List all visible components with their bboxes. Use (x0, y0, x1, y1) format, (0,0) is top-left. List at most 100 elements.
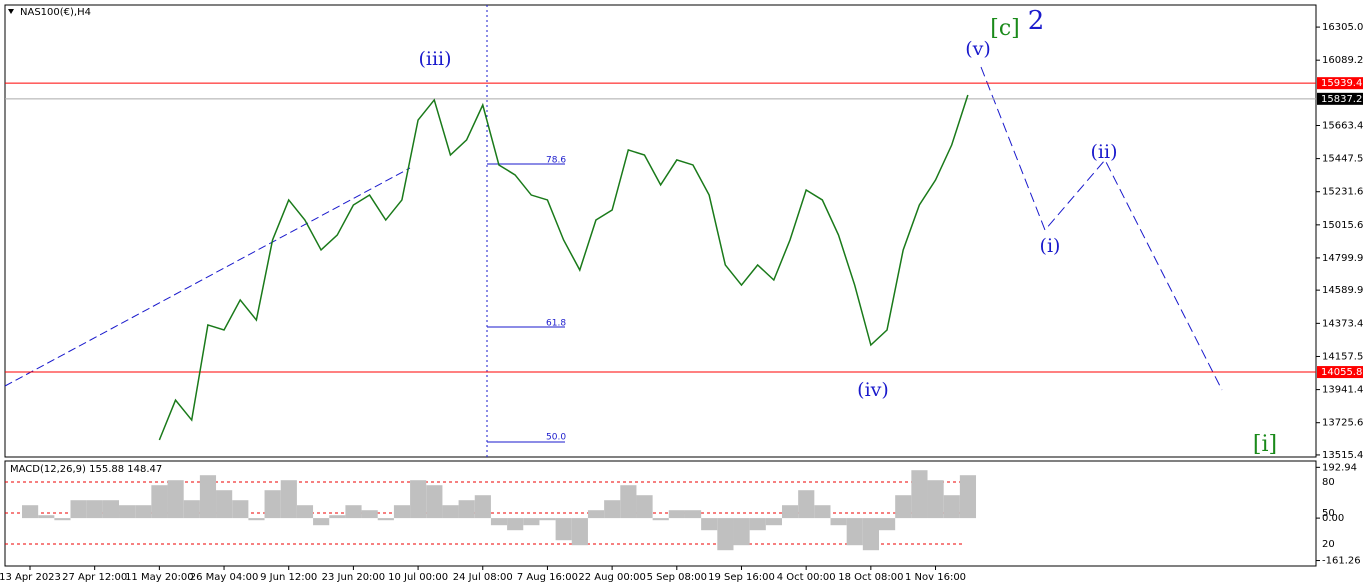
price-tag (1317, 366, 1363, 379)
macd-bar (781, 505, 799, 519)
wave-label: (i) (1040, 235, 1061, 257)
macd-bar (895, 495, 912, 519)
macd-bar (571, 518, 588, 546)
macd-bar (862, 518, 880, 551)
macd-bar (620, 485, 637, 519)
macd-bar (345, 505, 362, 519)
price-line-series (158, 94, 969, 441)
macd-bar (474, 495, 491, 519)
macd-bar (911, 470, 928, 519)
macd-bar (361, 510, 378, 519)
macd-bar (668, 510, 685, 519)
wave-label: 2 (1028, 6, 1045, 36)
macd-bar (70, 500, 87, 519)
macd-level-label: 20 (1322, 539, 1335, 550)
macd-tick-label: 0.00 (1322, 513, 1344, 524)
macd-bar (798, 490, 815, 519)
macd-bar (959, 475, 977, 519)
price-tag-label: 14055.8 (1321, 367, 1362, 378)
macd-bar (119, 505, 136, 519)
wave-label: [i] (1253, 432, 1277, 457)
macd-bar (684, 510, 702, 519)
x-tick-label: 9 Jun 12:00 (260, 572, 317, 583)
price-tag-label: 15837.2 (1321, 94, 1362, 105)
macd-bar (410, 480, 427, 519)
macd-bar (183, 500, 200, 519)
wave-label: (iv) (857, 379, 889, 401)
macd-bar (199, 475, 217, 519)
x-tick-label: 18 Oct 08:00 (838, 572, 903, 583)
x-tick-label: 13 Apr 2023 (0, 572, 61, 583)
price-panel (4, 4, 1317, 458)
macd-bar (539, 518, 556, 521)
y-tick-label: 15447.5 (1322, 154, 1363, 165)
x-tick-label: 22 Aug 00:00 (578, 572, 645, 583)
macd-bar (814, 505, 831, 519)
y-tick-label: 13941.4 (1322, 385, 1363, 396)
y-tick-label: 15231.6 (1322, 187, 1363, 198)
wave-label: (v) (965, 38, 991, 60)
macd-bar (879, 518, 896, 531)
chart-title: NAS100(€),H4 (20, 7, 91, 18)
y-tick-label: 14799.9 (1322, 253, 1363, 264)
macd-bar (296, 505, 314, 519)
trend-line (4, 167, 411, 387)
menu-arrow (8, 9, 14, 14)
macd-label: MACD(12,26,9) 155.88 148.47 (10, 464, 162, 475)
x-tick-label: 11 May 20:00 (125, 572, 194, 583)
macd-bar (523, 518, 540, 526)
macd-bar (38, 515, 55, 519)
macd-bar (846, 518, 863, 546)
wave-label: (iii) (418, 48, 451, 70)
x-tick-label: 23 Jun 20:00 (322, 572, 386, 583)
x-tick-label: 10 Jul 00:00 (388, 572, 448, 583)
macd-bar (442, 505, 459, 519)
macd-bar (393, 505, 411, 519)
macd-bar (490, 518, 508, 526)
macd-bar (927, 480, 944, 519)
macd-bar (604, 500, 621, 519)
macd-bar (426, 485, 443, 519)
wave-label: (ii) (1091, 141, 1118, 163)
macd-bar (151, 485, 168, 519)
macd-bar (830, 518, 847, 526)
x-tick-label: 7 Aug 16:00 (517, 572, 578, 583)
macd-bar (216, 490, 233, 519)
macd-bar (329, 515, 346, 519)
price-tag (1317, 92, 1363, 105)
macd-bar (54, 518, 71, 521)
y-tick-label: 13515.4 (1322, 450, 1363, 461)
macd-bar (135, 505, 152, 519)
wave-projection (980, 66, 1223, 391)
y-tick-label: 14373.4 (1322, 318, 1363, 329)
y-tick-label: 15015.6 (1322, 220, 1363, 231)
macd-bar (313, 518, 330, 526)
y-tick-label: 16305.0 (1322, 22, 1363, 33)
price-tag (1317, 77, 1363, 90)
macd-bar (717, 518, 734, 551)
macd-tick-label: -161.26 (1322, 556, 1361, 567)
macd-bar (458, 500, 475, 519)
macd-bar (102, 500, 120, 519)
fib-label: 78.6 (546, 156, 566, 166)
x-tick-label: 26 May 04:00 (190, 572, 259, 583)
macd-tick-label: 192.94 (1322, 462, 1357, 473)
x-tick-label: 1 Nov 16:00 (905, 572, 966, 583)
macd-bar (86, 500, 103, 519)
y-tick-label: 15663.4 (1322, 120, 1363, 131)
macd-bar (167, 480, 184, 519)
y-tick-label: 14157.5 (1322, 351, 1363, 362)
macd-bar (232, 500, 249, 519)
macd-bar (733, 518, 750, 546)
fib-label: 61.8 (546, 319, 566, 329)
macd-level-label: 50 (1322, 508, 1335, 519)
macd-bar (248, 518, 265, 521)
y-tick-label: 16089.2 (1322, 55, 1363, 66)
macd-bar (555, 518, 572, 541)
macd-bar (701, 518, 718, 531)
macd-bar (652, 518, 669, 521)
macd-bar (22, 505, 39, 519)
y-tick-label: 13725.6 (1322, 418, 1363, 429)
macd-bar (377, 518, 394, 521)
wave-label: [c] (990, 16, 1020, 41)
